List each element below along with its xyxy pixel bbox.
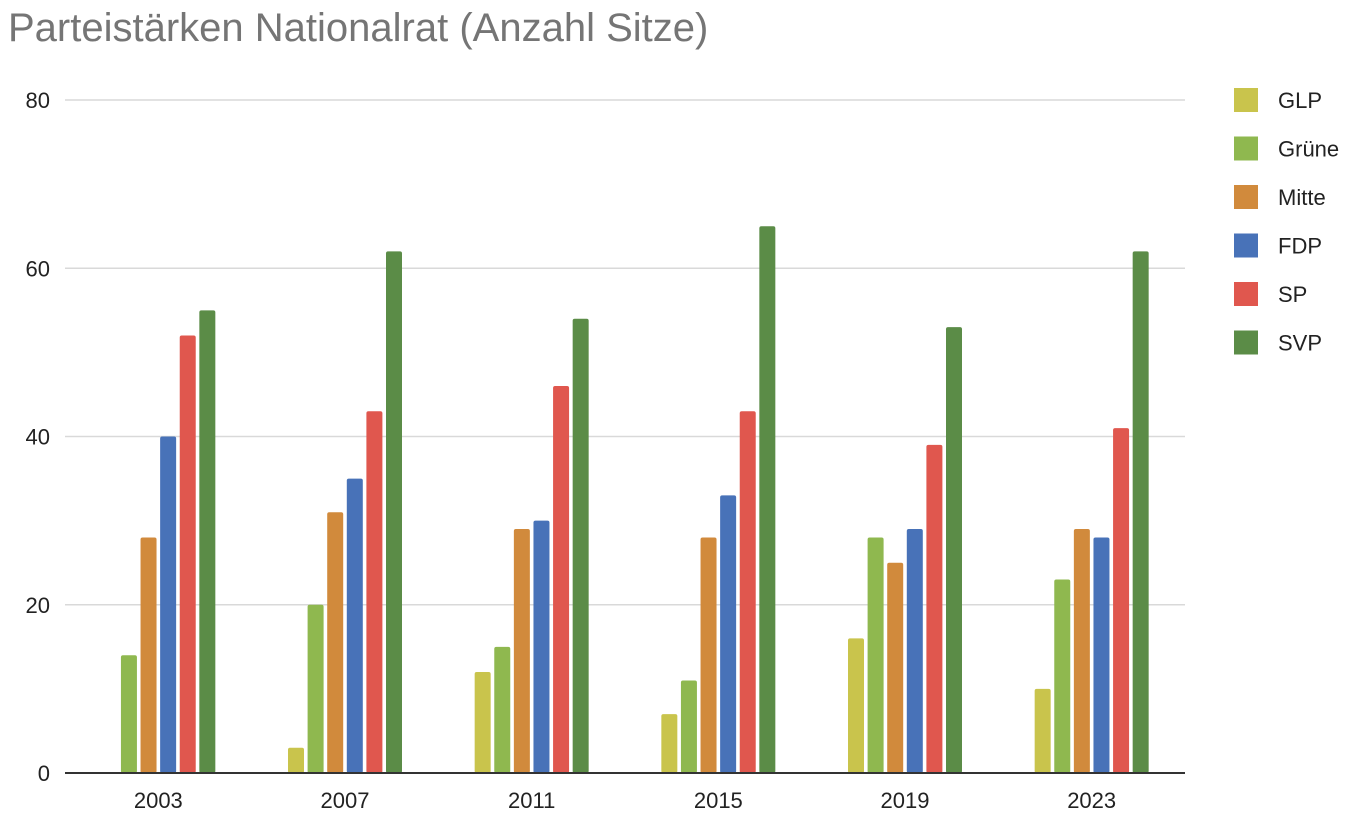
- legend-swatch-sp: [1234, 282, 1258, 306]
- bar-mitte-2015: [700, 537, 717, 773]
- bar-glp-2023: [1034, 688, 1051, 773]
- bar-mitte-2011: [513, 529, 530, 773]
- legend-label: FDP: [1278, 234, 1322, 259]
- bar-sp-2011: [553, 386, 570, 773]
- bar-grüne-2003: [120, 655, 137, 773]
- x-tick-label: 2015: [694, 788, 743, 813]
- x-tick-label: 2011: [508, 788, 555, 813]
- legend: GLP Grüne Mitte FDP SP SVP: [1234, 88, 1339, 356]
- bar-fdp-2015: [720, 495, 737, 773]
- bar-glp-2011: [474, 672, 491, 773]
- y-tick-label: 60: [26, 256, 50, 281]
- bar-mitte-2019: [887, 562, 904, 773]
- bar-sp-2003: [179, 335, 196, 773]
- legend-swatch-mitte: [1234, 185, 1258, 209]
- y-tick-label: 80: [26, 88, 50, 113]
- y-tick-label: 40: [26, 425, 50, 450]
- x-axis-ticks: 2003 2007 2011 2015 2019 2023: [134, 788, 1116, 813]
- bar-fdp-2019: [906, 529, 923, 773]
- bar-glp-2007: [288, 747, 304, 773]
- legend-swatch-grüne: [1234, 136, 1258, 161]
- bar-svp-2007: [386, 251, 402, 774]
- bar-mitte-2003: [140, 537, 157, 773]
- bar-svp-2023: [1132, 251, 1149, 774]
- legend-label: Grüne: [1278, 137, 1339, 162]
- bar-svp-2003: [199, 310, 216, 773]
- bar-mitte-2007: [327, 512, 344, 773]
- bar-grüne-2015: [680, 680, 697, 773]
- x-tick-label: 2003: [134, 788, 183, 813]
- bar-glp-2015: [661, 714, 678, 773]
- bar-fdp-2011: [533, 520, 550, 773]
- bar-fdp-2007: [346, 478, 363, 773]
- legend-swatch-glp: [1234, 88, 1258, 112]
- legend-label: GLP: [1278, 88, 1322, 113]
- legend-swatch-svp: [1234, 330, 1258, 355]
- bar-grüne-2019: [867, 537, 884, 773]
- x-tick-label: 2023: [1067, 788, 1116, 813]
- y-tick-label: 0: [38, 761, 50, 786]
- legend-label: Mitte: [1278, 185, 1326, 210]
- bar-glp-2019: [848, 638, 864, 773]
- bar-sp-2015: [739, 411, 756, 773]
- chart-title: Parteistärken Nationalrat (Anzahl Sitze): [8, 6, 709, 50]
- x-tick-label: 2007: [321, 788, 370, 813]
- legend-label: SP: [1278, 282, 1307, 307]
- legend-label: SVP: [1278, 331, 1322, 356]
- bar-svp-2015: [759, 226, 776, 773]
- bar-fdp-2003: [160, 436, 177, 773]
- gridlines: [65, 99, 1185, 606]
- y-tick-label: 20: [26, 593, 50, 618]
- bar-mitte-2023: [1073, 529, 1090, 773]
- bar-grüne-2011: [494, 646, 511, 773]
- bars: [120, 226, 1149, 774]
- bar-sp-2023: [1113, 428, 1130, 773]
- x-tick-label: 2019: [881, 788, 930, 813]
- bar-grüne-2023: [1054, 579, 1071, 773]
- bar-grüne-2007: [307, 604, 324, 773]
- bar-svp-2011: [572, 318, 589, 773]
- legend-swatch-fdp: [1234, 233, 1258, 258]
- bar-fdp-2023: [1093, 537, 1110, 773]
- bar-sp-2019: [926, 444, 943, 773]
- bar-sp-2007: [366, 411, 383, 773]
- y-axis-ticks: 0 20 40 60 80: [26, 88, 50, 786]
- bar-svp-2019: [946, 327, 962, 773]
